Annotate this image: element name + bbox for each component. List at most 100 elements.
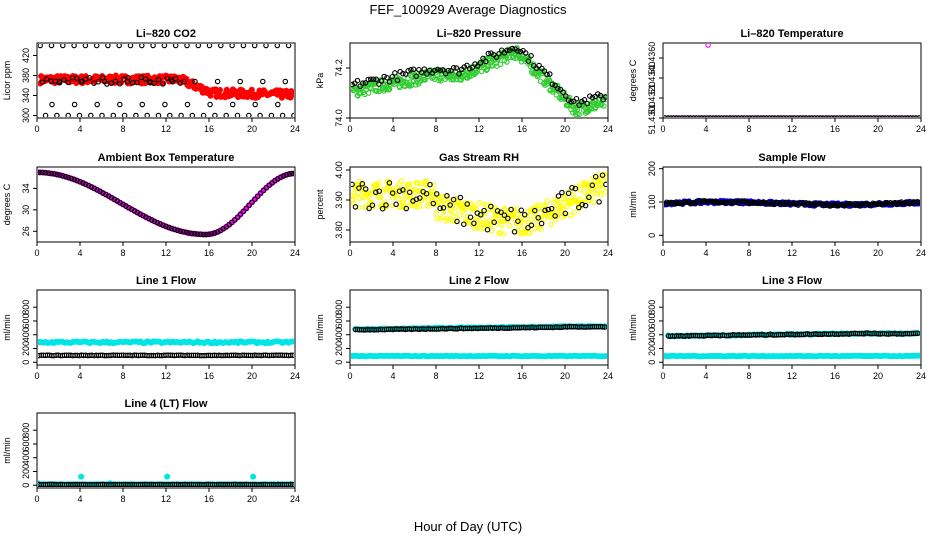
data-point bbox=[290, 352, 294, 359]
y-tick-label: 51.4340 bbox=[647, 62, 657, 95]
data-point bbox=[287, 481, 294, 487]
data-point bbox=[733, 115, 739, 117]
data-point bbox=[848, 115, 854, 117]
x-tick-label: 8 bbox=[746, 371, 751, 381]
data-point bbox=[471, 220, 477, 227]
x-tick-label: 20 bbox=[560, 248, 570, 258]
x-tick-label: 8 bbox=[746, 248, 751, 258]
chart-title: Li–820 CO2 bbox=[136, 28, 196, 40]
data-point bbox=[54, 171, 60, 178]
data-point bbox=[229, 101, 236, 108]
x-tick-label: 8 bbox=[433, 371, 438, 381]
data-point bbox=[280, 173, 287, 179]
data-point bbox=[676, 115, 682, 117]
data-point bbox=[716, 115, 722, 117]
data-point bbox=[134, 79, 140, 86]
data-point bbox=[405, 68, 411, 74]
data-point bbox=[598, 192, 604, 198]
data-point bbox=[573, 95, 580, 102]
data-point bbox=[411, 186, 417, 193]
data-point bbox=[360, 80, 366, 86]
data-point bbox=[724, 115, 730, 117]
data-point bbox=[565, 190, 572, 197]
data-point bbox=[559, 206, 566, 212]
data-point bbox=[189, 230, 195, 237]
x-tick-label: 20 bbox=[247, 248, 257, 258]
y-axis-label: kPa bbox=[315, 73, 325, 89]
data-point bbox=[665, 115, 671, 117]
data-point bbox=[51, 171, 57, 177]
data-point bbox=[377, 194, 383, 201]
y-axis-label: percent bbox=[315, 189, 325, 220]
data-point bbox=[596, 199, 602, 205]
data-point bbox=[854, 115, 860, 117]
data-point bbox=[191, 231, 198, 237]
y-tick-label: 800 bbox=[21, 423, 31, 438]
plot-area bbox=[38, 473, 294, 487]
data-point bbox=[915, 352, 920, 359]
data-point bbox=[568, 99, 574, 105]
x-tick-label: 12 bbox=[787, 371, 797, 381]
data-point bbox=[490, 63, 496, 69]
data-point bbox=[229, 44, 235, 49]
y-axis-label: Licor ppm bbox=[2, 61, 12, 101]
chart-panel-9: Line 3 Flow ml/min 0 4 8 12 16 20 24 0 20040060080… bbox=[628, 275, 926, 381]
y-tick-label: 0 bbox=[21, 483, 31, 488]
data-point bbox=[71, 101, 78, 108]
x-tick-label: 0 bbox=[347, 248, 352, 258]
data-point bbox=[451, 218, 458, 224]
data-point bbox=[500, 231, 507, 237]
data-point bbox=[478, 68, 485, 75]
x-tick-label: 0 bbox=[347, 371, 352, 381]
data-point bbox=[780, 115, 787, 117]
data-point bbox=[150, 44, 156, 49]
data-point bbox=[88, 184, 95, 190]
data-point bbox=[351, 193, 357, 200]
data-point bbox=[517, 219, 524, 225]
data-point bbox=[412, 82, 419, 88]
data-point bbox=[155, 112, 162, 117]
y-tick-label: 400 bbox=[21, 327, 31, 342]
chart-panel-2: Li–820 Pressure kPa 0 4 8 12 16 20 24 74.0 74.2 bbox=[315, 28, 613, 134]
data-point bbox=[862, 115, 868, 117]
data-point bbox=[786, 115, 792, 117]
data-point bbox=[528, 222, 535, 229]
data-point bbox=[240, 208, 247, 215]
data-point bbox=[485, 50, 492, 57]
data-point bbox=[275, 101, 281, 108]
data-point bbox=[538, 220, 545, 227]
data-point bbox=[888, 115, 894, 117]
x-tick-label: 12 bbox=[787, 124, 797, 134]
x-tick-label: 8 bbox=[746, 124, 751, 134]
data-point bbox=[496, 51, 502, 57]
data-point bbox=[252, 196, 258, 202]
data-point bbox=[440, 208, 447, 215]
data-point bbox=[186, 230, 192, 236]
data-point bbox=[65, 174, 72, 181]
data-point bbox=[184, 101, 191, 108]
data-point bbox=[116, 44, 122, 49]
data-point bbox=[461, 64, 468, 70]
y-tick-label: 200 bbox=[21, 341, 31, 356]
plot-frame bbox=[662, 42, 922, 119]
data-point bbox=[845, 115, 851, 117]
data-point bbox=[764, 115, 770, 117]
data-point bbox=[166, 224, 172, 231]
data-point bbox=[48, 170, 55, 177]
y-tick-label: 26 bbox=[21, 226, 31, 236]
data-point bbox=[559, 189, 565, 196]
data-point bbox=[730, 115, 736, 117]
data-point bbox=[591, 199, 597, 205]
data-point bbox=[88, 112, 94, 117]
data-point bbox=[197, 231, 204, 238]
data-point bbox=[457, 194, 464, 201]
chart-panel-7: Line 1 Flow ml/min 0 4 8 12 16 20 24 0 20040060080… bbox=[2, 275, 300, 381]
x-tick-label: 16 bbox=[204, 494, 214, 504]
y-tick-label: 380 bbox=[21, 68, 31, 83]
data-point bbox=[482, 58, 489, 65]
data-point bbox=[94, 101, 100, 108]
data-point bbox=[840, 115, 846, 117]
data-point bbox=[180, 229, 186, 235]
data-point bbox=[602, 353, 607, 360]
data-point bbox=[99, 112, 105, 117]
